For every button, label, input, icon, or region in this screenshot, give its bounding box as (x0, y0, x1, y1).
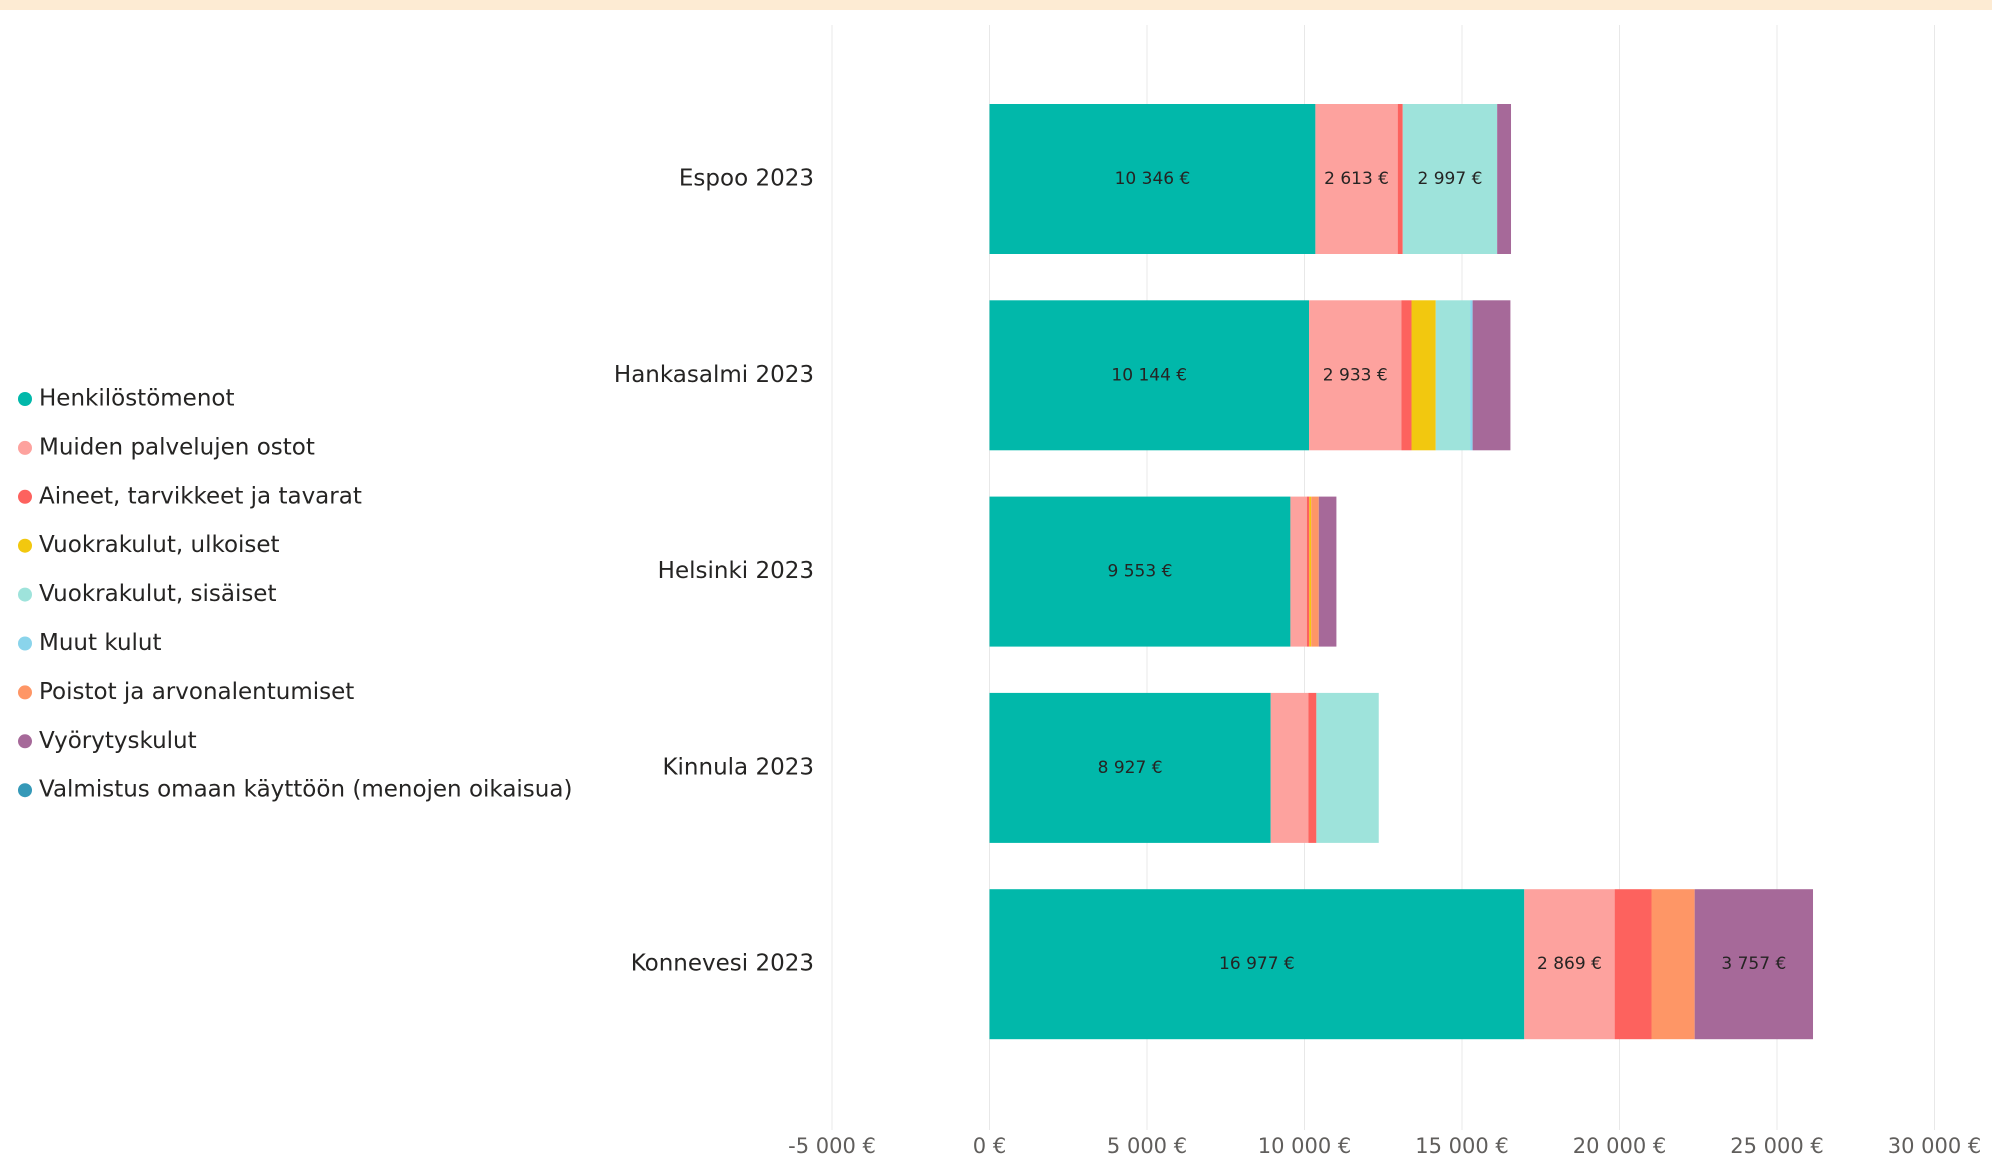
legend-marker (18, 440, 32, 455)
bar-segment (1309, 496, 1312, 647)
data-label: 8 927 € (1098, 758, 1163, 778)
y-tick-label: Espoo 2023 (679, 166, 814, 192)
bar-segment (1411, 300, 1436, 451)
bar-segment (1614, 889, 1652, 1040)
bar-segment (1402, 104, 1498, 254)
bar-segment (989, 692, 1271, 843)
bar-segment (1315, 104, 1398, 254)
data-label: 9 553 € (1108, 562, 1173, 582)
bar-segment (1316, 692, 1379, 843)
x-tick-label: -5 000 € (788, 1134, 876, 1158)
top-strip (0, 0, 1992, 10)
bar-segment (1290, 496, 1307, 647)
legend-marker (18, 685, 32, 700)
bar-segment (1472, 300, 1511, 451)
y-tick-label: Helsinki 2023 (658, 558, 814, 584)
data-label: 2 997 € (1418, 169, 1483, 189)
x-tick-label: 10 000 € (1258, 1134, 1352, 1158)
data-label: 10 144 € (1111, 365, 1187, 385)
bar-segment (1311, 496, 1319, 647)
legend-label: Aineet, tarvikkeet ja tavarat (39, 483, 362, 509)
bar-segment (1497, 104, 1512, 254)
data-label: 3 757 € (1721, 954, 1786, 974)
legend-marker (18, 392, 32, 406)
bar-segment (1524, 889, 1615, 1040)
y-tick-label: Kinnula 2023 (662, 754, 814, 780)
legend-label: Henkilöstömenot (39, 386, 235, 412)
legend-marker (18, 734, 32, 749)
bar-segment (1435, 300, 1471, 451)
bar-segment (1401, 300, 1412, 451)
x-tick-label: 15 000 € (1415, 1134, 1509, 1158)
legend-label: Vuokrakulut, ulkoiset (39, 532, 280, 558)
legend-marker (18, 587, 32, 602)
bar-segment (1397, 104, 1403, 254)
y-tick-label: Hankasalmi 2023 (614, 362, 814, 388)
bar-segment (1309, 300, 1402, 451)
bar-segment (1694, 889, 1814, 1040)
legend-marker (18, 538, 32, 553)
bar-segment (1651, 889, 1695, 1040)
bar-segment (1318, 496, 1337, 647)
bar-segment (1470, 300, 1473, 451)
bar-segment (989, 300, 1310, 451)
x-tick-label: 25 000 € (1730, 1134, 1824, 1158)
bar-segment (1308, 692, 1317, 843)
legend-marker (18, 783, 32, 798)
legend-marker (18, 489, 32, 504)
data-label: 2 869 € (1537, 954, 1602, 974)
legend-label: Muiden palvelujen ostot (39, 434, 315, 460)
bar-segment (989, 104, 1316, 254)
x-tick-label: 20 000 € (1573, 1134, 1667, 1158)
legend-label: Muut kulut (39, 630, 162, 656)
legend-label: Poistot ja arvonalentumiset (39, 679, 354, 705)
bar-segment (989, 889, 1525, 1040)
data-label: 10 346 € (1115, 169, 1191, 189)
legend-label: Vyörytyskulut (39, 728, 197, 754)
x-tick-label: 0 € (973, 1134, 1006, 1158)
bar-segment (1270, 692, 1309, 843)
x-tick-label: 30 000 € (1888, 1134, 1982, 1158)
data-label: 2 613 € (1324, 169, 1389, 189)
bar-segment (989, 496, 1291, 647)
bar-segment (1306, 496, 1310, 647)
legend-marker (18, 636, 32, 651)
data-label: 16 977 € (1219, 954, 1295, 974)
legend-label: Vuokrakulut, sisäiset (39, 581, 276, 607)
legend-label: Valmistus omaan käyttöön (menojen oikais… (39, 777, 572, 803)
y-tick-label: Konnevesi 2023 (631, 951, 814, 977)
data-label: 2 933 € (1323, 365, 1388, 385)
x-tick-label: 5 000 € (1107, 1134, 1187, 1158)
